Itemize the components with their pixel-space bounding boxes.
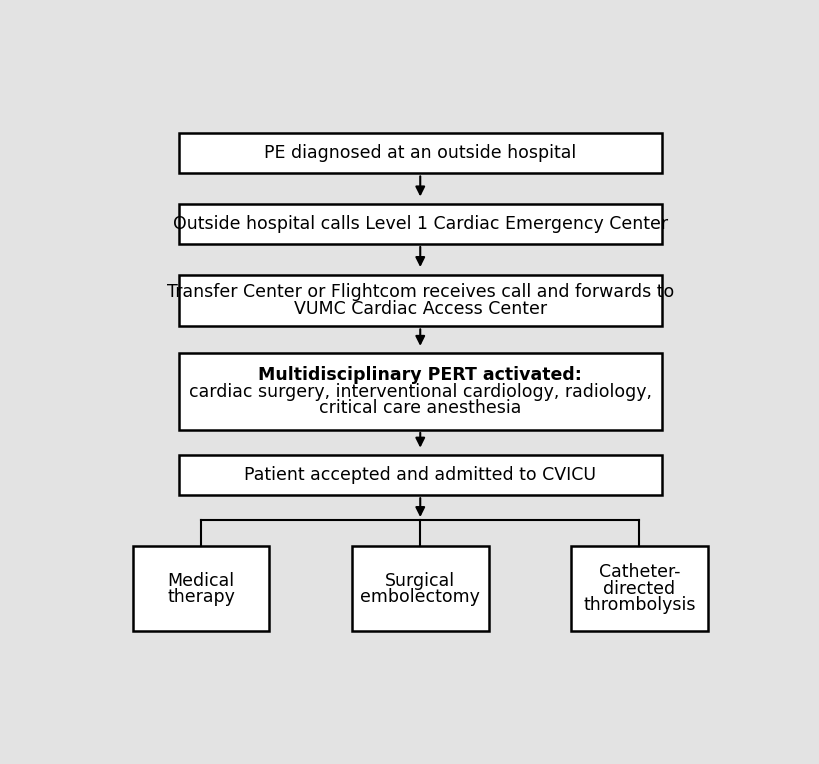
Text: PE diagnosed at an outside hospital: PE diagnosed at an outside hospital [264,144,576,163]
FancyBboxPatch shape [351,546,488,631]
Text: Transfer Center or Flightcom receives call and forwards to: Transfer Center or Flightcom receives ca… [166,283,673,301]
FancyBboxPatch shape [179,455,661,495]
Text: Multidisciplinary PERT activated:: Multidisciplinary PERT activated: [258,366,581,384]
Text: Outside hospital calls Level 1 Cardiac Emergency Center: Outside hospital calls Level 1 Cardiac E… [173,215,667,233]
FancyBboxPatch shape [179,204,661,244]
Text: Patient accepted and admitted to CVICU: Patient accepted and admitted to CVICU [244,466,595,484]
Text: embolectomy: embolectomy [360,588,480,606]
Text: VUMC Cardiac Access Center: VUMC Cardiac Access Center [293,299,546,318]
FancyBboxPatch shape [179,134,661,173]
FancyBboxPatch shape [571,546,707,631]
Text: Surgical: Surgical [385,571,455,590]
Text: directed: directed [603,580,675,597]
Text: Catheter-: Catheter- [598,563,680,581]
FancyBboxPatch shape [133,546,269,631]
FancyBboxPatch shape [179,354,661,430]
Text: Medical: Medical [167,571,234,590]
FancyBboxPatch shape [179,274,661,326]
Text: therapy: therapy [167,588,235,606]
Text: thrombolysis: thrombolysis [582,596,695,614]
Text: critical care anesthesia: critical care anesthesia [319,399,521,417]
Text: cardiac surgery, interventional cardiology, radiology,: cardiac surgery, interventional cardiolo… [188,383,651,400]
